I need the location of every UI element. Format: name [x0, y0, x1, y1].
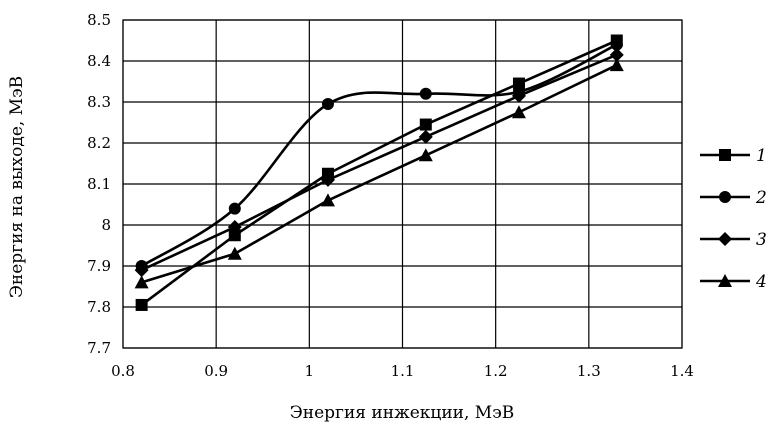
- y-tick-label: 8.5: [87, 11, 111, 29]
- y-axis-title: Энергия на выходе, МэВ: [7, 76, 27, 298]
- data-point-2: [419, 87, 432, 100]
- plot-frame: [122, 19, 683, 349]
- data-point-1: [228, 229, 241, 242]
- y-tick-label: 7.7: [87, 339, 111, 357]
- x-tick-label: 1.4: [670, 362, 694, 380]
- data-point-2: [228, 202, 241, 215]
- series-line-4: [141, 63, 618, 284]
- data-point-3: [609, 47, 624, 62]
- y-tick-label: 8.3: [87, 93, 111, 111]
- data-point-3: [134, 263, 149, 278]
- data-point-3: [418, 129, 433, 144]
- x-tick-label: 0.8: [111, 362, 135, 380]
- data-point-1: [135, 298, 148, 311]
- legend-item-2: 2: [700, 188, 767, 208]
- y-tick-label: 7.8: [87, 298, 111, 316]
- series-line-3: [141, 53, 618, 272]
- data-point-4: [609, 58, 624, 72]
- y-tick-label: 7.9: [87, 257, 111, 275]
- series-3: [134, 47, 624, 278]
- grid-lines: [122, 19, 683, 349]
- data-point-1: [419, 118, 432, 131]
- legend-label: 2: [755, 188, 767, 208]
- legend-marker: [718, 232, 732, 246]
- series-line-1: [140, 39, 618, 306]
- series-line-2: [140, 43, 618, 268]
- series-1: [135, 34, 623, 311]
- data-point-4: [418, 148, 433, 162]
- plot-series: [134, 34, 624, 311]
- y-tick-label: 8: [101, 216, 111, 234]
- x-tick-label: 1.3: [577, 362, 601, 380]
- x-tick-labels: 0.8 0.9 1 1.1 1.2 1.3 1.4: [111, 362, 694, 380]
- data-point-1: [512, 77, 525, 90]
- series-2: [135, 38, 623, 272]
- data-point-2: [610, 38, 623, 51]
- y-tick-labels: 7.7 7.8 7.9 8 8.1 8.2 8.3 8.4 8.5: [87, 11, 111, 357]
- data-point-4: [134, 275, 149, 289]
- x-tick-label: 1: [305, 362, 315, 380]
- x-tick-label: 1.2: [484, 362, 508, 380]
- legend-marker: [719, 191, 731, 203]
- legend-marker: [718, 274, 732, 287]
- data-point-3: [511, 88, 526, 103]
- legend-item-1: 1: [700, 146, 767, 166]
- x-tick-label: 1.1: [391, 362, 415, 380]
- legend-label: 1: [756, 146, 767, 166]
- x-tick-label: 0.9: [204, 362, 228, 380]
- legend-item-4: 4: [700, 272, 767, 292]
- data-point-4: [511, 105, 526, 119]
- y-tick-label: 8.4: [87, 52, 111, 70]
- data-point-3: [227, 220, 242, 235]
- data-point-4: [227, 246, 242, 260]
- data-point-2: [321, 98, 334, 111]
- data-point-4: [320, 193, 335, 207]
- legend-item-3: 3: [700, 230, 767, 250]
- legend-marker: [719, 149, 731, 161]
- data-point-3: [320, 172, 335, 187]
- y-tick-label: 8.2: [87, 134, 111, 152]
- legend-label: 3: [756, 230, 767, 250]
- legend-label: 4: [755, 272, 767, 292]
- series-4: [134, 58, 624, 289]
- x-axis-title: Энергия инжекции, МэВ: [290, 403, 514, 423]
- legend: 1 2 3 4: [700, 146, 767, 292]
- y-tick-label: 8.1: [87, 175, 111, 193]
